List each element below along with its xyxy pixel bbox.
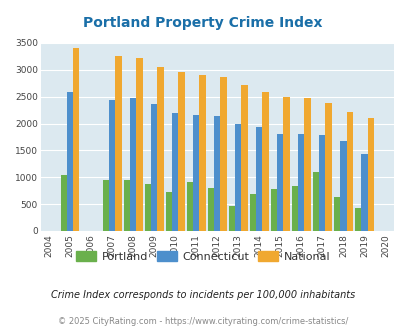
Bar [277,134,283,231]
Bar [192,115,199,231]
Bar [249,194,256,231]
Bar [291,186,297,231]
Bar [354,208,360,231]
Bar [367,117,373,231]
Bar [124,180,130,231]
Bar [304,98,310,231]
Bar [172,113,178,231]
Bar [151,104,157,231]
Bar [165,192,172,231]
Bar [256,127,262,231]
Bar [144,184,151,231]
Bar [234,123,241,231]
Text: Crime Index corresponds to incidents per 100,000 inhabitants: Crime Index corresponds to incidents per… [51,290,354,300]
Bar [102,180,109,231]
Legend: Portland, Connecticut, National: Portland, Connecticut, National [71,247,334,267]
Bar [312,172,318,231]
Bar [60,175,67,231]
Bar [360,153,367,231]
Bar [220,77,226,231]
Bar [283,97,289,231]
Bar [262,92,268,231]
Bar [115,56,121,231]
Bar [270,189,277,231]
Text: Portland Property Crime Index: Portland Property Crime Index [83,16,322,30]
Bar [228,206,234,231]
Bar [297,134,304,231]
Bar [318,135,325,231]
Bar [109,100,115,231]
Bar [213,116,220,231]
Bar [67,92,73,231]
Bar [345,112,352,231]
Bar [136,58,142,231]
Bar [178,72,184,231]
Bar [339,141,345,231]
Bar [333,197,339,231]
Bar [157,67,163,231]
Bar [130,98,136,231]
Bar [325,103,331,231]
Bar [199,75,205,231]
Bar [186,182,192,231]
Text: © 2025 CityRating.com - https://www.cityrating.com/crime-statistics/: © 2025 CityRating.com - https://www.city… [58,317,347,326]
Bar [73,48,79,231]
Bar [241,85,247,231]
Bar [207,188,213,231]
